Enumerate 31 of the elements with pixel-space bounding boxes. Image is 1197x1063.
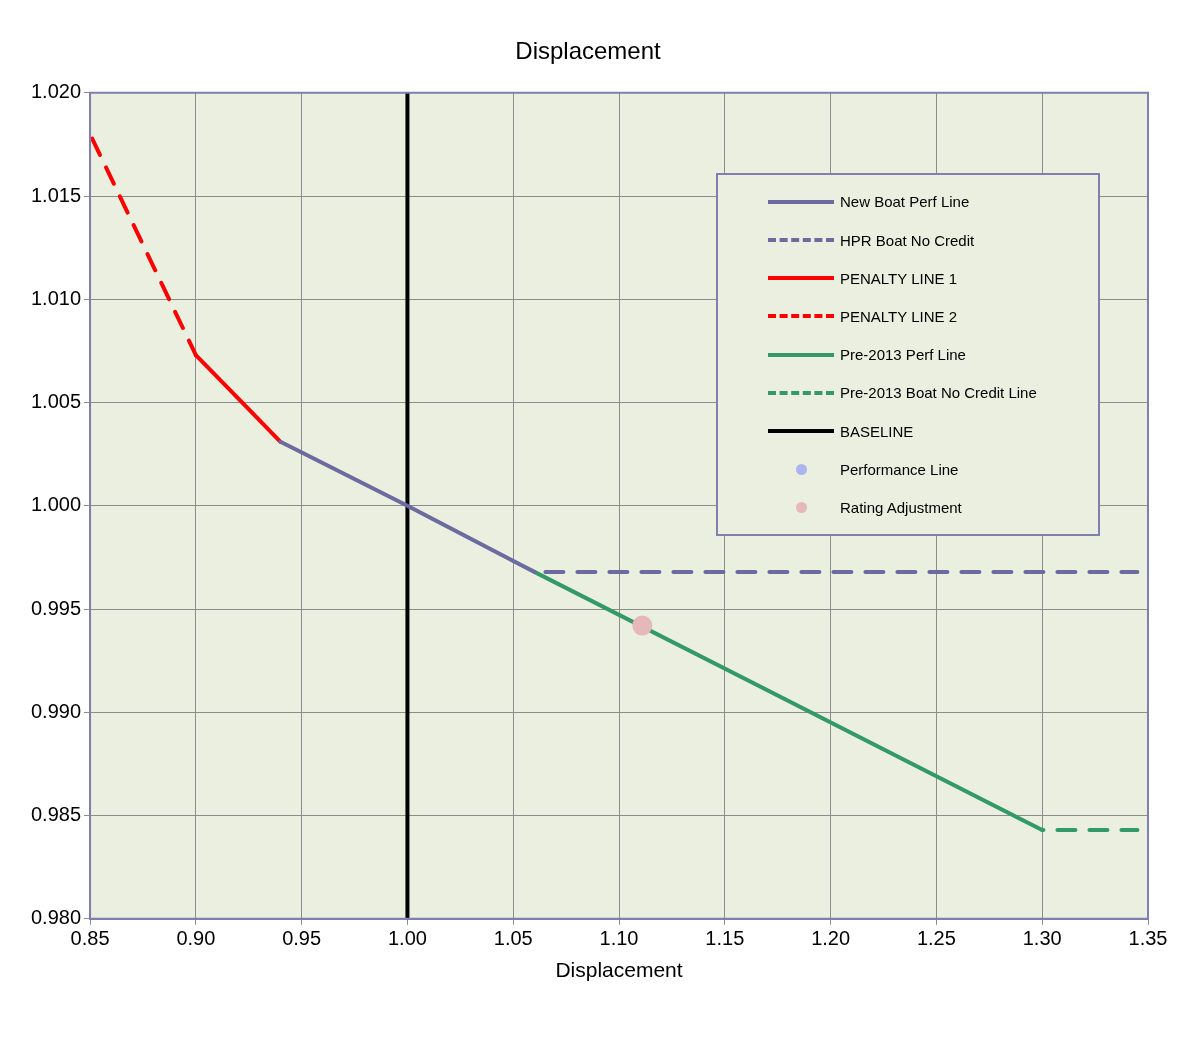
x-tick-label: 1.35 [1128,927,1168,950]
legend-label: PENALTY LINE 2 [840,307,957,325]
x-tick-label: 1.30 [1022,927,1062,950]
legend-label: Pre-2013 Perf Line [840,346,966,364]
x-tick-label: 1.00 [387,927,427,950]
legend-label: BASELINE [840,422,914,440]
y-tick-label: 1.005 [30,390,82,413]
x-axis-title: Displacement [555,958,683,982]
y-tick-label: 0.985 [30,803,82,826]
y-tick-label: 0.980 [30,906,82,929]
legend-label: HPR Boat No Credit [840,231,975,249]
x-tick-label: 1.25 [916,927,956,950]
x-tick-label: 0.85 [70,927,110,950]
y-tick-label: 1.000 [30,493,82,516]
y-tick-label: 1.010 [30,286,82,309]
legend-label: Pre-2013 Boat No Credit Line [840,384,1037,402]
legend-label: Rating Adjustment [840,498,962,516]
legend-label: New Boat Perf Line [840,193,970,211]
chart-title: Displacement [515,37,662,65]
x-tick-label: 1.10 [599,927,639,950]
x-tick-label: 1.05 [493,927,533,950]
y-tick-label: 1.015 [30,183,82,206]
x-tick-label: 1.20 [811,927,851,950]
y-tick-label: 0.990 [30,699,82,722]
x-tick-label: 0.90 [176,927,216,950]
y-tick-label: 1.020 [30,80,82,103]
legend-label: Performance Line [840,460,959,478]
legend-label: PENALTY LINE 1 [840,269,957,287]
y-tick-label: 0.995 [30,596,82,619]
x-tick-label: 1.15 [705,927,745,950]
x-tick-label: 0.95 [282,927,322,950]
